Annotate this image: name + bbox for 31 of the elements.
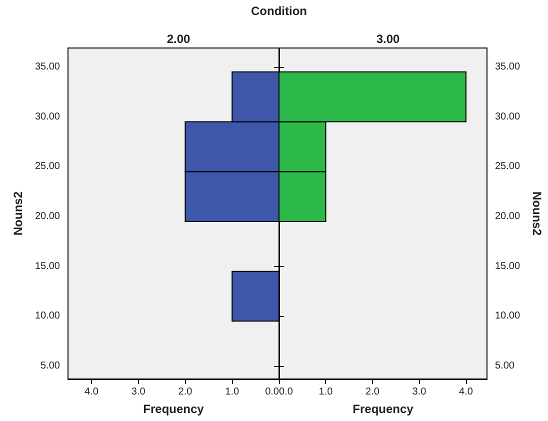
y-tick-label: 15.00 bbox=[495, 260, 520, 272]
text: Condition bbox=[250, 4, 308, 18]
x-tick-label: 4.0 bbox=[84, 386, 99, 398]
x-tick-label: 1.0 bbox=[225, 386, 240, 398]
x-axis-title: Frequency bbox=[352, 402, 414, 416]
y-tick-label: 5.00 bbox=[495, 360, 515, 372]
y-axis-title: Nouns2 bbox=[530, 191, 544, 236]
y-tick-label: 25.00 bbox=[34, 161, 60, 172]
chart-title: 3.00 bbox=[376, 32, 400, 46]
x-axis-title: Frequency bbox=[143, 402, 204, 416]
y-axis-title: Nouns2 bbox=[11, 191, 25, 236]
y-tick-label: 35.00 bbox=[34, 61, 60, 72]
y-tick-label: 35.00 bbox=[495, 61, 520, 72]
y-tick-label: 20.00 bbox=[495, 210, 520, 222]
y-tick-label: 30.00 bbox=[495, 111, 520, 122]
y-tick-label: 20.00 bbox=[34, 210, 60, 222]
y-tick-label: 25.00 bbox=[495, 161, 520, 172]
x-tick-label: 2.0 bbox=[366, 386, 380, 398]
x-tick-label: 4.0 bbox=[459, 386, 474, 398]
y-tick-label: 10.00 bbox=[495, 310, 520, 322]
x-tick-label: 0.0 bbox=[265, 386, 280, 398]
x-tick-label: 3.0 bbox=[131, 386, 146, 398]
x-tick-label: 1.0 bbox=[318, 386, 334, 398]
x-tick-label: 3.0 bbox=[412, 386, 427, 398]
y-tick-label: 30.00 bbox=[34, 111, 60, 122]
x-tick-label: 0.0 bbox=[279, 386, 294, 398]
chart-title: 2.00 bbox=[166, 32, 190, 46]
y-tick-label: 10.00 bbox=[34, 310, 60, 322]
x-tick-label: 2.0 bbox=[178, 386, 193, 398]
y-tick-label: 5.00 bbox=[40, 360, 60, 372]
y-tick-label: 15.00 bbox=[34, 260, 60, 272]
